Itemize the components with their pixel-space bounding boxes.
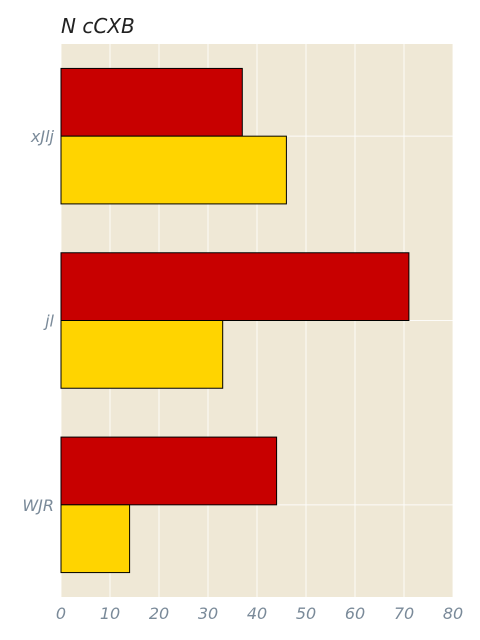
bar-WJR-series-2 — [60, 504, 131, 574]
bar-WJR-series-1 — [60, 436, 278, 506]
x-axis-tick-labels: 0 10 20 30 40 50 60 70 80 — [56, 604, 463, 623]
y-tick-label: WJR — [22, 496, 54, 515]
x-tick-label: 30 — [198, 604, 218, 623]
x-tick-label: 20 — [149, 604, 169, 623]
y-tick-label: jl — [43, 312, 54, 331]
y-axis-tick-labels: WJR jl xJlj — [22, 127, 54, 515]
x-tick-label: 60 — [345, 604, 365, 623]
x-tick-label: 80 — [443, 604, 463, 623]
bar-xJlj-series-2 — [60, 135, 287, 205]
bar-jl-series-1 — [60, 252, 410, 322]
x-tick-label: 40 — [247, 604, 267, 623]
x-tick-label: 10 — [100, 604, 120, 623]
x-tick-label: 50 — [296, 604, 316, 623]
y-tick-label: xJlj — [30, 127, 55, 146]
bars — [60, 67, 410, 574]
bar-jl-series-2 — [60, 320, 224, 389]
bar-xJlj-series-1 — [60, 67, 243, 137]
x-tick-label: 0 — [56, 604, 66, 623]
chart-title: N cCXB — [61, 14, 135, 38]
x-tick-label: 70 — [394, 604, 414, 623]
